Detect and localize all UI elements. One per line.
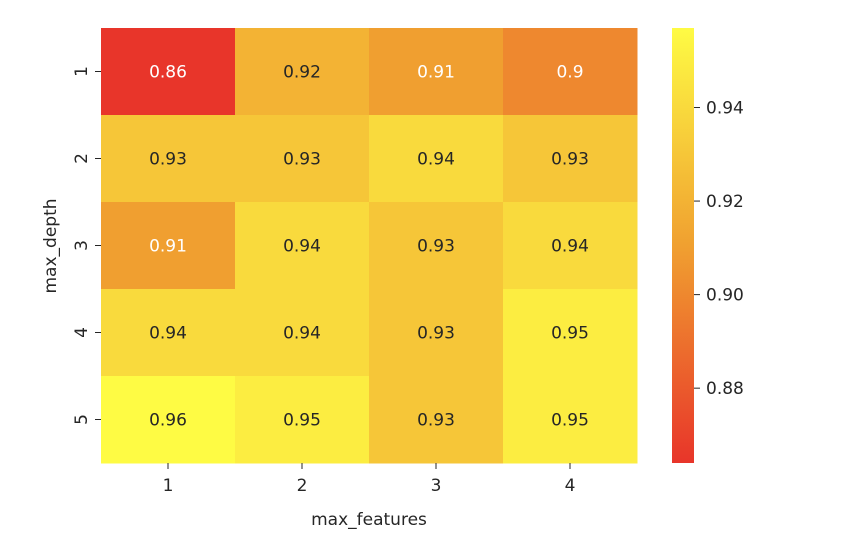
colorbar-tick-label: 0.88 [706, 379, 744, 399]
cell-value-label: 0.93 [417, 411, 455, 431]
y-axis-label: max_depth [41, 198, 61, 293]
colorbar-tick-label: 0.92 [706, 192, 744, 212]
cell-value-label: 0.94 [283, 324, 321, 344]
heatmap-cell-r3-c1 [101, 202, 236, 290]
heatmap-cell-r1-c2 [235, 28, 370, 116]
cell-value-label: 0.93 [149, 150, 187, 170]
y-tick-label: 1 [72, 66, 92, 77]
heatmap-cell-r2-c2 [235, 115, 370, 203]
heatmap-cell-r1-c4 [503, 28, 638, 116]
heatmap-cell-r4-c2 [235, 289, 370, 377]
y-axis: 1 2 3 4 5 [72, 66, 101, 425]
cell-value-label: 0.93 [283, 150, 321, 170]
x-tick-label: 3 [431, 476, 442, 496]
cell-value-label: 0.95 [283, 411, 321, 431]
cell-value-label: 0.91 [417, 63, 455, 83]
colorbar-tick-label: 0.94 [706, 99, 744, 119]
cell-value-label: 0.94 [283, 237, 321, 257]
heatmap-cell-r1-c1 [101, 28, 236, 116]
heatmap-cell-r3-c3 [369, 202, 504, 290]
y-tick-label: 4 [72, 327, 92, 338]
heatmap-cell-r3-c4 [503, 202, 638, 290]
cell-value-label: 0.96 [149, 411, 187, 431]
y-tick-label: 2 [72, 153, 92, 164]
cell-value-label: 0.94 [551, 237, 589, 257]
heatmap-annotations: 0.86 0.92 0.91 0.9 0.93 0.93 0.94 0.93 0.91 0.94 0… [149, 63, 589, 431]
colorbar-ticks: 0.88 0.90 0.92 0.94 [694, 99, 744, 399]
x-axis: 1 2 3 4 [163, 463, 576, 496]
cell-value-label: 0.92 [283, 63, 321, 83]
cell-value-label: 0.93 [417, 237, 455, 257]
cell-value-label: 0.9 [556, 63, 583, 83]
heatmap-cell-r5-c1 [101, 376, 236, 464]
heatmap-cell-r5-c3 [369, 376, 504, 464]
heatmap-cell-r1-c3 [369, 28, 504, 116]
cell-value-label: 0.95 [551, 324, 589, 344]
heatmap-cell-r5-c4 [503, 376, 638, 464]
cell-value-label: 0.93 [551, 150, 589, 170]
heatmap-cell-r2-c1 [101, 115, 236, 203]
x-tick-label: 2 [297, 476, 308, 496]
heatmap-cells [101, 28, 638, 464]
cell-value-label: 0.95 [551, 411, 589, 431]
cell-value-label: 0.86 [149, 63, 187, 83]
y-tick-label: 3 [72, 240, 92, 251]
heatmap-cell-r3-c2 [235, 202, 370, 290]
colorbar [672, 28, 694, 463]
colorbar-tick-label: 0.90 [706, 286, 744, 306]
x-tick-label: 1 [163, 476, 174, 496]
heatmap-cell-r4-c3 [369, 289, 504, 377]
x-tick-label: 4 [565, 476, 576, 496]
heatmap-cell-r4-c4 [503, 289, 638, 377]
heatmap-cell-r2-c4 [503, 115, 638, 203]
colorbar-gradient [672, 28, 694, 463]
cell-value-label: 0.93 [417, 324, 455, 344]
cell-value-label: 0.91 [149, 237, 187, 257]
cell-value-label: 0.94 [417, 150, 455, 170]
x-axis-label: max_features [311, 510, 427, 530]
heatmap-cell-r5-c2 [235, 376, 370, 464]
y-tick-label: 5 [72, 414, 92, 425]
cell-value-label: 0.94 [149, 324, 187, 344]
heatmap-cell-r2-c3 [369, 115, 504, 203]
heatmap-cell-r4-c1 [101, 289, 236, 377]
